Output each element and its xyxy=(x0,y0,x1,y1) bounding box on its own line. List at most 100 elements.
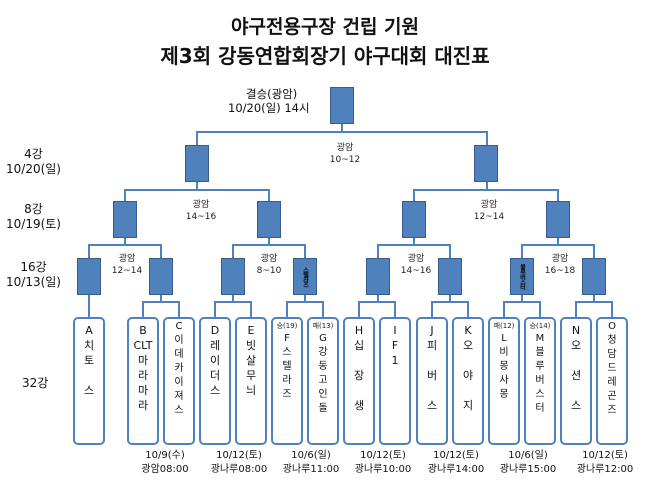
venue-round16-1: 광암 12~14 xyxy=(111,254,143,276)
team-name: J 피 버 스 xyxy=(426,324,438,412)
bracket-line xyxy=(304,244,306,258)
final-box xyxy=(330,87,354,124)
quarterfinal-box-1 xyxy=(113,201,137,238)
bracket-line xyxy=(88,244,162,246)
bracket-line xyxy=(503,301,541,303)
final-date: 10/20(일) 14시 xyxy=(228,101,310,115)
bracket-line xyxy=(557,238,559,245)
team-result: 패(13) xyxy=(312,322,334,330)
schedule-text: 10/6(일) 광나루11:00 xyxy=(282,450,340,475)
team-box-m: 승(14) M 블 루 버 스 터 xyxy=(524,317,556,445)
bracket-line xyxy=(377,244,451,246)
round16-box-5 xyxy=(366,258,390,295)
bracket-line xyxy=(214,301,252,303)
bracket-line xyxy=(250,301,252,317)
bracket-line xyxy=(431,301,469,303)
bracket-line xyxy=(467,301,469,317)
team-box-k: K 오 야 지 xyxy=(452,317,484,445)
team-name: D 레 이 더 스 xyxy=(209,324,221,397)
team-box-f: 승(19) F 스 텔 라 즈 xyxy=(271,317,303,445)
team-name: G 강 동 고 인 돌 xyxy=(318,333,328,414)
team-box-h: H 십 장 생 xyxy=(343,317,375,445)
bracket-line xyxy=(593,244,595,258)
team-name: F 스 텔 라 즈 xyxy=(282,333,292,400)
team-box-b: B CLT 마 라 마 라 xyxy=(127,317,159,445)
team-result: 승(14) xyxy=(529,322,551,330)
bracket-line xyxy=(142,301,144,317)
team-name: L 비 몽 사 몽 xyxy=(499,333,509,400)
bracket-line xyxy=(377,244,379,258)
bracket-line xyxy=(232,244,306,246)
quarterfinal-box-3 xyxy=(402,201,426,238)
bracket-line xyxy=(413,189,559,191)
team-box-d: D 레 이 더 스 xyxy=(199,317,231,445)
team-result: 패(12) xyxy=(493,322,515,330)
team-box-o: O 청 담 드 레 곤 즈 xyxy=(596,317,628,445)
title-line-1: 야구전용구장 건립 기원 xyxy=(230,16,420,38)
semifinal-box-right xyxy=(474,145,498,182)
bracket-line xyxy=(124,189,126,201)
round16-box-7: 블루버스터 xyxy=(510,258,534,295)
bracket-line xyxy=(394,301,396,317)
quarterfinal-box-4 xyxy=(546,201,570,238)
team-name: N 오 션 스 xyxy=(570,324,582,412)
bracket-line xyxy=(160,244,162,258)
venue-round16-4: 광암 16~18 xyxy=(544,254,576,276)
bracket-line xyxy=(268,189,270,201)
schedule-text: 10/9(수) 광암08:00 xyxy=(141,450,189,475)
round16-box-8 xyxy=(582,258,606,295)
bracket-line xyxy=(304,295,306,302)
team-name: A 치 토 스 xyxy=(83,324,95,397)
round-label-8: 8강 10/19(토) xyxy=(6,202,61,231)
bracket-line xyxy=(521,244,523,258)
bracket-line xyxy=(431,301,433,317)
bracket-line xyxy=(413,238,415,245)
bracket-line xyxy=(196,182,198,190)
round16-box-2 xyxy=(149,258,173,295)
team-name: H 십 장 생 xyxy=(353,324,365,412)
team-box-l: 패(12) L 비 몽 사 몽 xyxy=(488,317,520,445)
schedule-text: 10/12(토) 광나루12:00 xyxy=(576,450,634,475)
bracket-line xyxy=(142,301,180,303)
bracket-line xyxy=(413,189,415,201)
round16-box-4: 스텔라즈 xyxy=(293,258,317,295)
round16-box-1 xyxy=(77,258,101,295)
bracket-line xyxy=(611,301,613,317)
team-box-i: I F 1 xyxy=(379,317,411,445)
bracket-line xyxy=(124,238,126,245)
team-name: K 오 야 지 xyxy=(462,324,474,412)
team-box-e: E 빗 살 무 늬 xyxy=(235,317,267,445)
team-result: 승(19) xyxy=(276,322,298,330)
title-line-2: 제3회 강동연합회장기 야구대회 대진표 xyxy=(160,44,490,68)
round16-box-7-label: 블루버스터 xyxy=(518,264,526,289)
bracket-line xyxy=(286,301,324,303)
team-name: O 청 담 드 레 곤 즈 xyxy=(607,321,617,416)
bracket-line xyxy=(521,295,523,302)
schedule-text: 10/12(토) 광나루08:00 xyxy=(210,450,268,475)
team-box-g: 패(13) G 강 동 고 인 돌 xyxy=(307,317,339,445)
bracket-line xyxy=(539,301,541,317)
bracket-line xyxy=(358,301,360,317)
bracket-line xyxy=(449,244,451,258)
bracket-line xyxy=(341,124,343,132)
round16-box-6 xyxy=(438,258,462,295)
venue-quarterfinal-right: 광암 12~14 xyxy=(473,200,505,222)
schedule-text: 10/12(토) 광나루10:00 xyxy=(354,450,412,475)
bracket-line xyxy=(521,244,595,246)
round-label-16: 16강 10/13(일) xyxy=(6,260,61,289)
bracket-line xyxy=(486,182,488,190)
bracket-line xyxy=(449,295,451,302)
team-name: B CLT 마 라 마 라 xyxy=(133,324,153,412)
round-label-4: 4강 10/20(일) xyxy=(6,147,61,176)
team-box-c: C 이 데 카 이 져 스 xyxy=(163,317,195,445)
venue-round16-2: 광암 8~10 xyxy=(256,254,282,276)
quarterfinal-box-2 xyxy=(257,201,281,238)
venue-round16-3: 광암 14~16 xyxy=(400,254,432,276)
bracket-line xyxy=(196,131,198,145)
semifinal-box-left xyxy=(185,145,209,182)
round16-box-3 xyxy=(221,258,245,295)
venue-semifinal: 광암 10~12 xyxy=(329,143,361,165)
bracket-line xyxy=(160,295,162,302)
round-label-32: 32강 xyxy=(22,376,49,390)
round16-box-4-label: 스텔라즈 xyxy=(301,266,309,287)
